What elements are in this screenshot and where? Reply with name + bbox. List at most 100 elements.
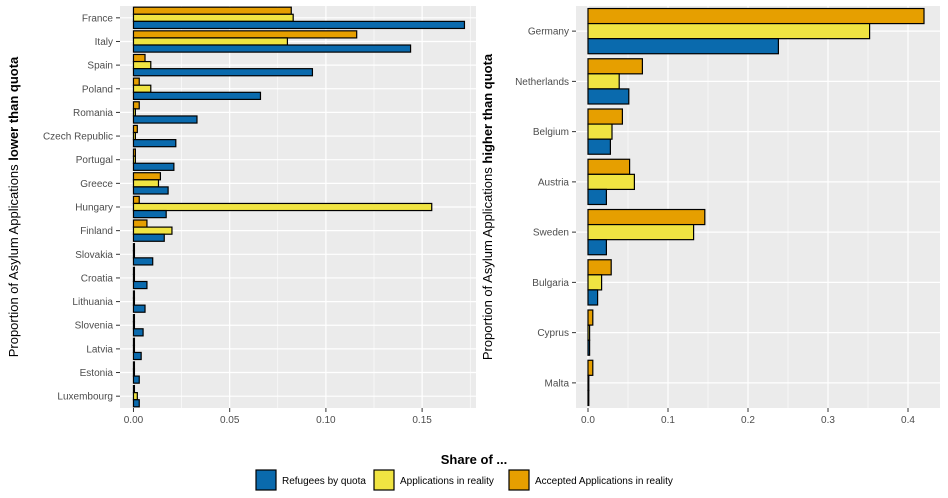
bar-poland-accepted-applications-in-reality xyxy=(132,77,140,86)
legend-title: Share of ... xyxy=(441,452,507,467)
bar-greece-accepted-applications-in-reality xyxy=(132,172,162,181)
bar-france-accepted-applications-in-reality xyxy=(132,6,292,15)
y-tick-label-netherlands: Netherlands xyxy=(515,77,569,88)
legend-item-refugees-by-quota: Refugees by quota xyxy=(255,469,366,491)
y-axis-title-bold: lower than quota xyxy=(6,56,21,161)
left-panel-lower-than-quota: France Italy Spain Poland Romania Czech Repub… xyxy=(6,6,476,426)
bar-bulgaria-refugees-by-quota xyxy=(587,289,599,306)
y-tick-label-luxembourg: Luxembourg xyxy=(57,392,113,403)
bar-lithuania-accepted-applications-in-reality xyxy=(132,290,136,299)
bar-slovenia-accepted-applications-in-reality xyxy=(132,313,136,323)
bar-luxembourg-refugees-by-quota xyxy=(132,399,140,408)
legend-key-applications-in-reality xyxy=(373,469,395,491)
bar-malta-refugees-by-quota xyxy=(587,389,590,407)
bar-greece-applications-in-reality xyxy=(132,179,160,188)
bar-croatia-applications-in-reality xyxy=(132,273,136,283)
bar-hungary-accepted-applications-in-reality xyxy=(132,195,140,205)
bar-hungary-applications-in-reality xyxy=(132,202,433,212)
y-axis-title-prefix: Proportion of Asylum Applications xyxy=(480,164,495,361)
x-tick-label: 0.3 xyxy=(821,415,835,426)
bar-germany-accepted-applications-in-reality xyxy=(587,7,925,25)
x-tick-label: 0.0 xyxy=(581,415,595,426)
bar-netherlands-applications-in-reality xyxy=(587,73,620,90)
bar-czech-republic-applications-in-reality xyxy=(132,131,136,141)
x-tick-label: 0.2 xyxy=(741,415,755,426)
bar-slovakia-refugees-by-quota xyxy=(132,257,154,266)
legend-label-applications-in-reality: Applications in reality xyxy=(400,476,494,487)
bar-belgium-accepted-applications-in-reality xyxy=(587,108,624,125)
bar-italy-accepted-applications-in-reality xyxy=(132,30,358,39)
x-tick-label: 0.1 xyxy=(661,415,675,426)
x-tick-label: 0.10 xyxy=(316,415,336,426)
bar-romania-accepted-applications-in-reality xyxy=(132,101,140,110)
legend-item-accepted-applications-in-reality: Accepted Applications in reality xyxy=(508,469,673,491)
bar-poland-refugees-by-quota xyxy=(132,91,262,101)
bar-sweden-refugees-by-quota xyxy=(587,239,607,256)
bar-italy-applications-in-reality xyxy=(132,37,289,46)
bar-austria-refugees-by-quota xyxy=(587,188,607,206)
bar-romania-refugees-by-quota xyxy=(132,115,198,124)
y-tick-label-slovakia: Slovakia xyxy=(75,250,113,261)
bar-croatia-accepted-applications-in-reality xyxy=(132,266,136,275)
y-axis-title: Proportion of Asylum Applications lower … xyxy=(6,56,21,357)
bar-luxembourg-applications-in-reality xyxy=(132,392,138,401)
y-axis-title-prefix: Proportion of Asylum Applications xyxy=(6,161,21,358)
y-axis-title-bold: higher than quota xyxy=(480,53,495,164)
y-tick-label-latvia: Latvia xyxy=(86,344,113,355)
bar-portugal-refugees-by-quota xyxy=(132,162,175,171)
bar-malta-accepted-applications-in-reality xyxy=(587,359,594,376)
bar-sweden-applications-in-reality xyxy=(587,223,695,241)
y-tick-label-spain: Spain xyxy=(87,61,113,72)
bar-romania-applications-in-reality xyxy=(132,108,136,117)
bar-latvia-accepted-applications-in-reality xyxy=(132,337,136,346)
bar-finland-applications-in-reality xyxy=(132,226,173,235)
bar-portugal-applications-in-reality xyxy=(132,155,136,164)
bar-germany-applications-in-reality xyxy=(587,22,871,40)
bar-portugal-accepted-applications-in-reality xyxy=(132,148,136,157)
y-tick-label-italy: Italy xyxy=(95,37,113,48)
bar-bulgaria-applications-in-reality xyxy=(587,274,603,291)
x-tick-label: 0.15 xyxy=(412,415,432,426)
bar-slovenia-applications-in-reality xyxy=(132,321,136,330)
bar-croatia-refugees-by-quota xyxy=(132,280,148,290)
y-tick-label-lithuania: Lithuania xyxy=(72,297,113,308)
bar-spain-applications-in-reality xyxy=(132,60,152,70)
y-tick-label-czech-republic: Czech Republic xyxy=(43,132,113,143)
y-tick-label-germany: Germany xyxy=(528,27,569,38)
y-tick-label-poland: Poland xyxy=(82,84,113,95)
x-tick-label: 0.00 xyxy=(124,415,144,426)
bar-france-refugees-by-quota xyxy=(132,20,466,30)
bar-germany-refugees-by-quota xyxy=(587,38,779,55)
bar-slovakia-applications-in-reality xyxy=(132,250,136,259)
y-tick-label-finland: Finland xyxy=(80,226,113,237)
bar-greece-refugees-by-quota xyxy=(132,186,169,195)
bar-spain-refugees-by-quota xyxy=(132,68,314,77)
bar-slovakia-accepted-applications-in-reality xyxy=(132,243,136,252)
y-tick-label-hungary: Hungary xyxy=(75,203,113,214)
bar-austria-applications-in-reality xyxy=(587,173,636,191)
legend-label-refugees-by-quota: Refugees by quota xyxy=(282,476,366,487)
y-tick-label-greece: Greece xyxy=(80,179,113,190)
legend-item-applications-in-reality: Applications in reality xyxy=(373,469,494,491)
bar-austria-accepted-applications-in-reality xyxy=(587,158,631,175)
bar-estonia-accepted-applications-in-reality xyxy=(132,361,136,370)
y-tick-label-malta: Malta xyxy=(545,378,570,389)
y-tick-label-bulgaria: Bulgaria xyxy=(532,278,569,289)
bar-slovenia-refugees-by-quota xyxy=(132,328,144,337)
y-tick-label-belgium: Belgium xyxy=(533,127,569,138)
y-tick-label-slovenia: Slovenia xyxy=(75,321,114,332)
bar-cyprus-applications-in-reality xyxy=(587,324,591,341)
y-tick-label-france: France xyxy=(82,13,114,24)
x-tick-label: 0.05 xyxy=(220,415,240,426)
bar-hungary-refugees-by-quota xyxy=(132,209,167,219)
right-panel-higher-than-quota: Germany Netherlands Belgium Austria Sweden Bu… xyxy=(480,6,940,426)
y-tick-label-portugal: Portugal xyxy=(76,155,113,166)
bar-poland-applications-in-reality xyxy=(132,84,152,93)
bar-latvia-refugees-by-quota xyxy=(132,351,142,361)
bar-latvia-applications-in-reality xyxy=(132,344,136,354)
y-tick-label-cyprus: Cyprus xyxy=(537,328,569,339)
bar-estonia-refugees-by-quota xyxy=(132,375,140,384)
legend-key-accepted-applications-in-reality xyxy=(508,469,530,491)
bar-netherlands-accepted-applications-in-reality xyxy=(587,58,644,75)
